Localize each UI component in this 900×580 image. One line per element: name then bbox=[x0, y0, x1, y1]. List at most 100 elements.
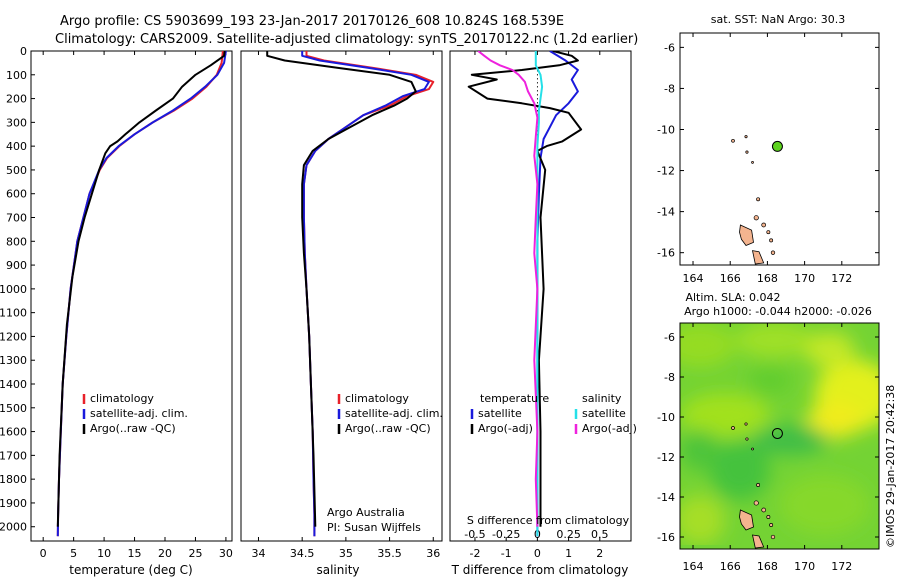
salinity-plot-frame bbox=[240, 50, 443, 542]
t-tick-label: 2 bbox=[596, 547, 603, 560]
x-tick-label: 20 bbox=[158, 547, 172, 560]
depth-tick-label: 1200 bbox=[0, 330, 27, 343]
x-tick-label: 36 bbox=[426, 547, 440, 560]
depth-tick-label: 1100 bbox=[0, 307, 27, 320]
lat-tick-label: -14 bbox=[657, 206, 675, 219]
lon-tick-label: 168 bbox=[757, 560, 778, 573]
temperature-plot-frame bbox=[30, 50, 233, 542]
lat-tick-label: -8 bbox=[664, 82, 675, 95]
sst-map-islands bbox=[731, 135, 776, 265]
depth-tick-label: 2000 bbox=[0, 521, 27, 534]
x-tick-label: 5 bbox=[70, 547, 77, 560]
depth-tick-label: 1900 bbox=[0, 497, 27, 510]
legend-label: satellite bbox=[478, 407, 522, 420]
island bbox=[731, 138, 735, 143]
sla-map-title-line1: Altim. SLA: 0.042 bbox=[685, 291, 780, 304]
sla-map-islands bbox=[731, 422, 776, 549]
lat-tick-label: -16 bbox=[657, 247, 675, 260]
depth-tick-label: 0 bbox=[20, 45, 27, 58]
legend-label: climatology bbox=[90, 392, 154, 405]
depth-tick-label: 1000 bbox=[0, 283, 27, 296]
lat-tick-label: -12 bbox=[657, 451, 675, 464]
s-tick-label: -0.25 bbox=[492, 528, 520, 541]
argo-float-marker bbox=[771, 140, 783, 152]
depth-tick-label: 1300 bbox=[0, 354, 27, 367]
legend-label: climatology bbox=[345, 392, 409, 405]
t-tick-label: 1 bbox=[565, 547, 572, 560]
depth-tick-label: 800 bbox=[6, 235, 27, 248]
depth-tick-label: 500 bbox=[6, 164, 27, 177]
depth-tick-label: 100 bbox=[6, 69, 27, 82]
sla-map-frame bbox=[679, 322, 880, 550]
depth-tick-label: 1800 bbox=[0, 473, 27, 486]
sst-map-panel: sat. SST: NaN Argo: 30.3 164 166 168 170 172… bbox=[657, 13, 880, 285]
s-difference-label: S difference from climatology bbox=[467, 514, 630, 527]
legend-label: satellite bbox=[582, 407, 626, 420]
island-espiritu-santo bbox=[739, 224, 754, 246]
x-tick-label: 30 bbox=[219, 547, 233, 560]
depth-tick-label: 400 bbox=[6, 140, 27, 153]
x-tick-label: 35.5 bbox=[377, 547, 402, 560]
lat-tick-label: -10 bbox=[657, 411, 675, 424]
x-tick-label: 0 bbox=[40, 547, 47, 560]
temperature-profile-panel: 0100200300400500600700800900100011001200… bbox=[0, 45, 233, 577]
legend-header-salinity: salinity bbox=[582, 392, 622, 405]
lat-tick-label: -8 bbox=[664, 371, 675, 384]
t-tick-label: -1 bbox=[501, 547, 512, 560]
sst-map-axes: 164 166 168 170 172 -6 -8 -10 -12 -14 -16 bbox=[657, 33, 879, 285]
legend-header-temperature: temperature bbox=[480, 392, 549, 405]
legend-label: Argo(-adj) bbox=[478, 422, 533, 435]
lon-tick-label: 172 bbox=[831, 272, 852, 285]
island bbox=[770, 534, 776, 540]
island bbox=[753, 500, 759, 506]
imos-timestamp: ©IMOS 29-Jan-2017 20:42:38 bbox=[884, 385, 897, 548]
lat-tick-label: -6 bbox=[664, 331, 675, 344]
depth-tick-label: 600 bbox=[6, 188, 27, 201]
x-tick-label: 34.5 bbox=[290, 547, 315, 560]
salinity-profile-panel: 34 34.5 35 35.5 36 salinity climatology satel… bbox=[240, 50, 443, 577]
legend-label: satellite-adj. clim. bbox=[90, 407, 188, 420]
depth-tick-label: 1400 bbox=[0, 378, 27, 391]
depth-tick-label: 200 bbox=[6, 93, 27, 106]
island bbox=[756, 483, 761, 487]
sla-map-title-line2: Argo h1000: -0.044 h2000: -0.026 bbox=[684, 305, 872, 318]
t-difference-x-label: T difference from climatology bbox=[451, 563, 629, 577]
depth-tick-label: 300 bbox=[6, 116, 27, 129]
island bbox=[751, 160, 754, 164]
sla-map-axes: 164 166 168 170 172 -6 -8 -10 -12 -14 -16 bbox=[657, 323, 879, 573]
profile-line-argo-raw-qc- bbox=[56, 51, 226, 527]
island bbox=[756, 197, 761, 202]
s-tick-label: -0.5 bbox=[464, 528, 485, 541]
x-tick-label: 34 bbox=[251, 547, 265, 560]
t-tick-label: 0 bbox=[534, 547, 541, 560]
annotation-pi-name: PI: Susan Wijffels bbox=[327, 521, 421, 534]
lat-tick-label: -12 bbox=[657, 165, 675, 178]
salinity-x-label: salinity bbox=[316, 563, 359, 577]
island bbox=[745, 437, 749, 441]
island bbox=[745, 150, 749, 154]
island bbox=[761, 222, 767, 228]
figure-title-line2: Climatology: CARS2009. Satellite-adjuste… bbox=[55, 32, 638, 47]
island bbox=[766, 515, 771, 519]
legend-label: Argo(..raw -QC) bbox=[90, 422, 176, 435]
argo-float-marker-sla bbox=[771, 427, 783, 439]
depth-tick-label: 1700 bbox=[0, 449, 27, 462]
island bbox=[769, 523, 774, 527]
annotation-argo-australia: Argo Australia bbox=[327, 506, 405, 519]
lon-tick-label: 166 bbox=[720, 272, 741, 285]
island bbox=[744, 135, 748, 139]
sst-map-title: sat. SST: NaN Argo: 30.3 bbox=[711, 13, 845, 26]
x-tick-label: 15 bbox=[128, 547, 142, 560]
island bbox=[769, 238, 774, 243]
x-tick-label: 35 bbox=[339, 547, 353, 560]
x-tick-label: 10 bbox=[97, 547, 111, 560]
x-tick-label: 25 bbox=[188, 547, 202, 560]
island-malekula bbox=[751, 250, 765, 265]
sla-map-panel: Altim. SLA: 0.042 Argo h1000: -0.044 h20… bbox=[657, 291, 880, 573]
sla-field bbox=[680, 323, 879, 549]
island bbox=[753, 215, 759, 221]
t-tick-label: -2 bbox=[469, 547, 480, 560]
lat-tick-label: -6 bbox=[664, 41, 675, 54]
depth-tick-label: 1600 bbox=[0, 426, 27, 439]
lon-tick-label: 172 bbox=[831, 560, 852, 573]
